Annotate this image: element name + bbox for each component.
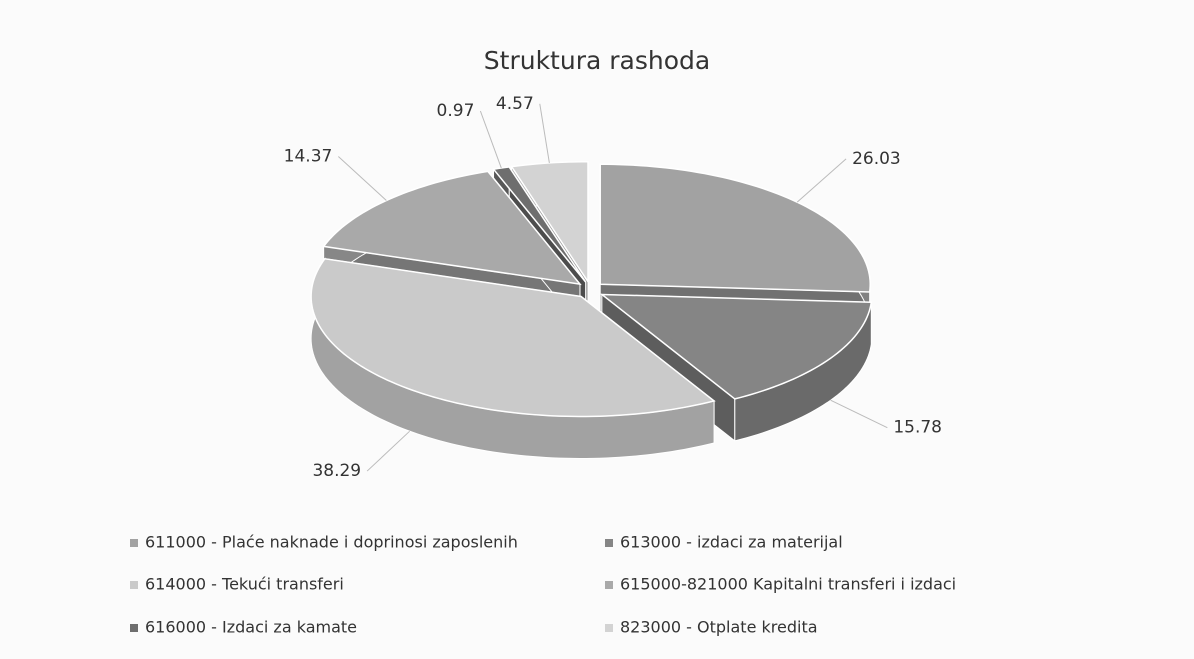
chart-title: Struktura rashoda <box>484 46 710 75</box>
slice <box>599 293 873 400</box>
legend-label: 616000 - Izdaci za kamate <box>145 618 357 637</box>
slice <box>492 166 587 283</box>
legend-label: 613000 - izdaci za materijal <box>620 533 843 552</box>
legend-label: 823000 - Otplate kredita <box>620 618 818 637</box>
slice <box>310 257 716 418</box>
leader-line <box>338 156 387 201</box>
legend-swatch <box>605 624 613 632</box>
data-label: 0.97 <box>437 101 475 121</box>
leader-line <box>479 110 502 169</box>
leader-line <box>830 399 888 429</box>
legend-swatch <box>605 539 613 547</box>
data-label: 14.37 <box>284 147 333 167</box>
legend-label: 614000 - Tekući transferi <box>145 575 344 594</box>
leader-line <box>539 103 550 164</box>
legend-swatch <box>605 581 613 589</box>
legend-swatch <box>130 624 138 632</box>
legend-swatch <box>130 539 138 547</box>
legend-swatch <box>130 581 138 589</box>
legend-label: 611000 - Plaće naknade i doprinosi zapos… <box>145 533 518 552</box>
data-label: 26.03 <box>852 149 901 169</box>
legend-label: 615000-821000 Kapitalni transferi i izda… <box>620 575 956 594</box>
data-label: 38.29 <box>312 461 361 481</box>
slice <box>322 170 582 286</box>
leader-line <box>366 430 411 472</box>
data-label: 15.78 <box>893 418 942 438</box>
leader-line <box>796 158 847 203</box>
data-label: 4.57 <box>496 94 534 114</box>
